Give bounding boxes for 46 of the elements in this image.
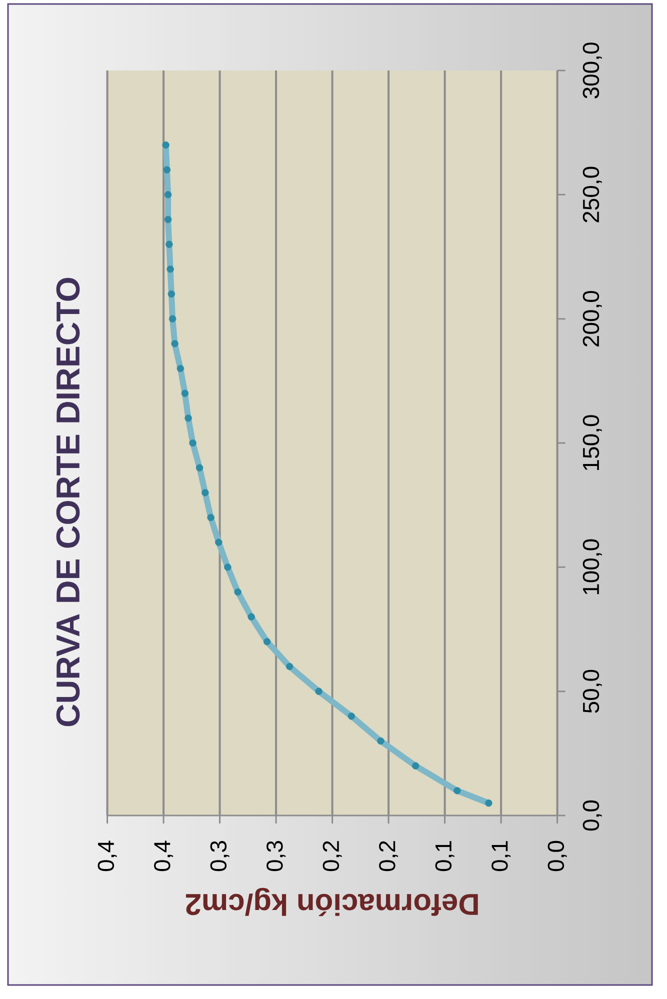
x-tick-label: 0,4 [98, 840, 117, 872]
x-tick-label: 0,2 [379, 841, 398, 872]
y-tick-label: 100,0 [582, 539, 602, 594]
point [166, 266, 174, 273]
point [163, 166, 171, 174]
point [202, 489, 209, 496]
x-tick-label: 0,1 [492, 841, 511, 872]
point [181, 390, 189, 397]
y-tick-label: 0,0 [582, 800, 602, 831]
point [315, 688, 322, 695]
y-tick-label: 50,0 [582, 670, 602, 713]
y-tick-label: 150,0 [582, 415, 602, 470]
point [164, 216, 172, 224]
text: CURVA DE CORTE DIRECTO [56, 278, 80, 726]
point [171, 340, 178, 348]
point [454, 787, 461, 794]
point [162, 141, 170, 149]
point [263, 638, 271, 646]
point [215, 538, 222, 546]
x-tick-label: 0,0 [548, 840, 567, 872]
x-tick-label: 0,3 [210, 841, 230, 872]
x-tick-label: 0,2 [322, 841, 342, 872]
point [196, 464, 204, 472]
x-tick-label: 0,4 [154, 840, 174, 872]
y-tick-label: 300,0 [582, 42, 602, 98]
y-tick-label: 250,0 [582, 166, 602, 222]
point [164, 191, 172, 198]
point [168, 290, 176, 298]
point [166, 240, 173, 248]
point [234, 588, 242, 596]
y-tick-label: 200,0 [582, 290, 602, 346]
point [184, 414, 192, 422]
point [377, 737, 384, 745]
point [224, 564, 232, 571]
point [168, 315, 176, 322]
point [412, 762, 420, 770]
point [207, 514, 214, 522]
point [348, 712, 356, 720]
point [189, 439, 196, 447]
x-axis-title: Deformación kg/cm2 [186, 888, 478, 916]
point [248, 613, 255, 620]
x-tick-label: 0,3 [266, 841, 286, 872]
point [286, 662, 294, 670]
x-tick-label: 0,1 [435, 841, 454, 872]
point [485, 799, 492, 807]
point [176, 364, 184, 372]
